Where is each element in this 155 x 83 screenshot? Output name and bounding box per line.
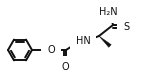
Text: H₂N: H₂N — [99, 7, 117, 17]
Text: HN: HN — [76, 36, 90, 46]
Text: O: O — [61, 62, 69, 72]
Text: O: O — [47, 45, 55, 55]
Polygon shape — [99, 36, 111, 47]
Text: S: S — [123, 21, 129, 32]
